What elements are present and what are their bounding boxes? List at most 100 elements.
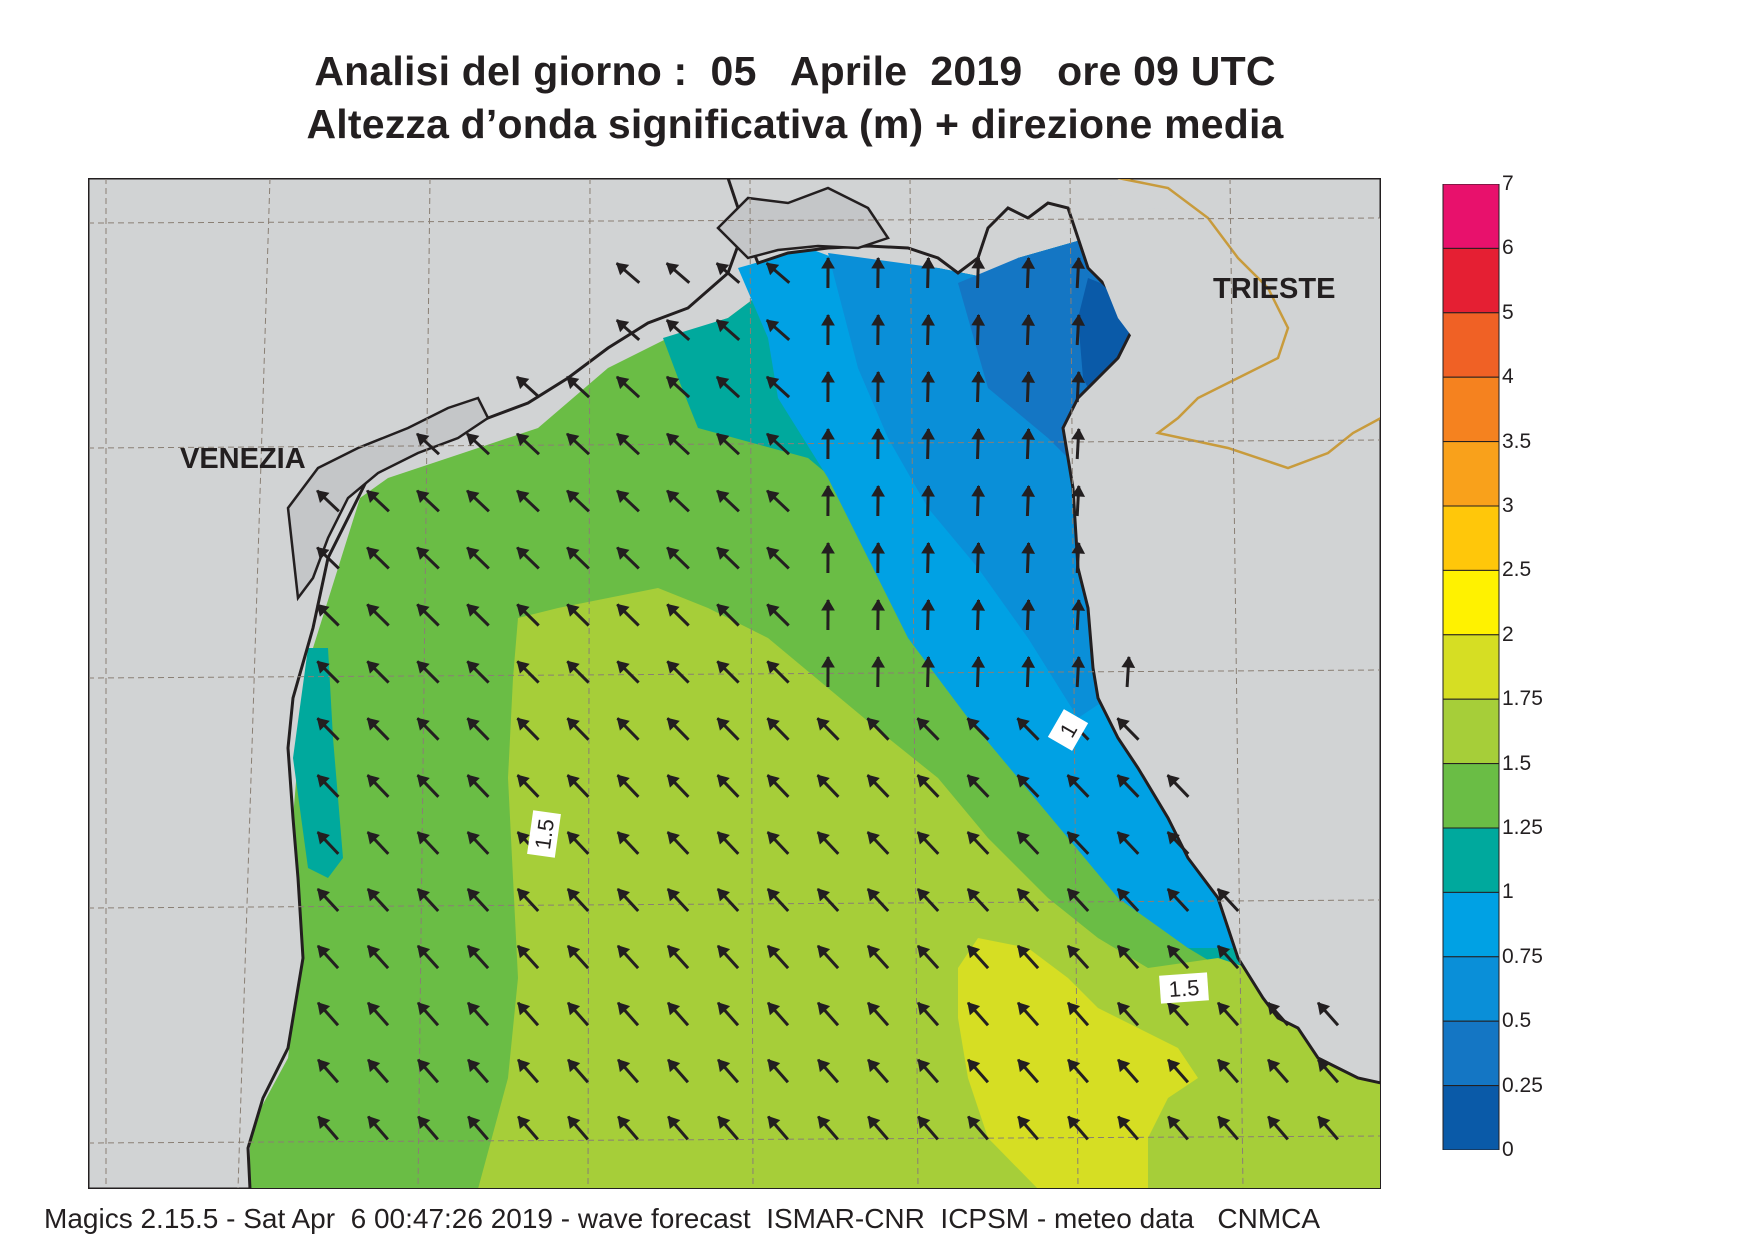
wave-arrow-head [616, 319, 630, 333]
wave-arrow-head [817, 1058, 831, 1073]
wave-arrow-head [1016, 717, 1030, 731]
wave-arrow-head [417, 1058, 431, 1073]
map-frame [88, 178, 1381, 1189]
wave-arrow-head [867, 945, 881, 959]
legend-swatch [1442, 441, 1500, 507]
wave-arrow-head [666, 546, 680, 560]
wave-arrow-head [466, 433, 480, 446]
wave-arrow-head [466, 490, 480, 503]
wave-arrow-head [1071, 371, 1086, 383]
wave-arrow-head [517, 1058, 531, 1073]
wave-arrow-head [467, 1058, 481, 1073]
wave-arrow-head [871, 542, 885, 554]
wave-arrow-head [1066, 774, 1080, 788]
wave-arrow-head [871, 314, 885, 326]
wave-arrow-head [917, 831, 930, 845]
wave-arrow-head [1017, 888, 1030, 902]
wave-arrow-head [716, 546, 730, 560]
wave-arrow-head [1071, 599, 1086, 611]
wave-arrow-head [317, 1115, 331, 1130]
wave-arrow-head [966, 717, 980, 731]
wave-arrow-head [1166, 774, 1180, 788]
wave-arrow-head [817, 888, 830, 902]
wave-arrow-head [466, 717, 480, 731]
wave-arrow-head [417, 1115, 431, 1130]
wave-arrow-head [616, 490, 630, 503]
wave-arrow-head [966, 774, 980, 788]
wave-arrow-head [765, 262, 780, 276]
wave-arrow-head [821, 485, 835, 497]
wave-arrow-head [416, 546, 430, 560]
wave-arrow-head [466, 660, 480, 674]
graticule-line [749, 178, 754, 1189]
wave-arrow-head [917, 945, 931, 959]
contour-label-1.5-east-text: 1.5 [1168, 975, 1200, 1002]
wave-arrow-head [717, 888, 730, 902]
wave-arrow-head [716, 774, 730, 788]
wave-arrow-head [367, 945, 381, 959]
wave-arrow-head [367, 831, 380, 845]
wave-arrow-head [967, 831, 980, 845]
wave-arrow-head [616, 774, 630, 788]
wave-arrow-head [715, 262, 730, 276]
lagoon-islands [286, 396, 490, 602]
wave-arrow-head [717, 1058, 731, 1073]
legend-swatch [1442, 891, 1500, 958]
wave-arrow-head [366, 603, 380, 617]
wave-arrow-head [566, 433, 580, 446]
wave-arrow-head [1117, 945, 1131, 959]
legend-label: 2.5 [1502, 558, 1532, 582]
wave-arrow-head [817, 945, 831, 959]
wave-arrow-head [1267, 1115, 1281, 1130]
contour-label-1.5-west-text: 1.5 [530, 817, 559, 851]
wave-arrow-head [916, 717, 930, 731]
wave-arrow-head [1167, 1115, 1181, 1130]
wave-arrow-head [1071, 542, 1086, 554]
graticule-line [417, 178, 431, 1189]
wave-arrow-head [1071, 314, 1086, 326]
wave-arrow-head [665, 262, 680, 276]
wave-arrow-head [766, 490, 780, 503]
sea-band-1-1.25-west [293, 648, 343, 878]
wave-arrow-head [716, 433, 730, 446]
wave-arrow-head [517, 945, 531, 959]
wave-arrow-head [1267, 1058, 1281, 1073]
wave-arrow-head [367, 1115, 381, 1130]
wave-arrow-head [566, 603, 580, 617]
wave-arrow-head [1021, 542, 1036, 554]
wave-arrow-head [1117, 831, 1130, 845]
wave-arrow-head [767, 831, 780, 845]
wave-arrow-head [716, 717, 730, 731]
wave-arrow-head [917, 1115, 931, 1130]
wave-arrow-head [1117, 1115, 1131, 1130]
wave-arrow-head [517, 888, 530, 902]
wave-arrow-head [367, 888, 380, 902]
wave-arrow-head [1021, 656, 1036, 668]
wave-arrow-head [816, 774, 830, 788]
legend-swatch [1442, 1020, 1500, 1087]
graticule [88, 178, 1381, 1189]
wave-arrow-head [1217, 1058, 1231, 1073]
wave-arrow-head [1021, 371, 1036, 383]
wave-arrow-head [1117, 1058, 1131, 1073]
wave-arrow-head [316, 774, 330, 788]
wave-arrow-head [517, 1115, 531, 1130]
wave-arrow-head [416, 717, 430, 731]
wave-arrow-head [716, 603, 730, 617]
wave-arrow-head [1116, 717, 1130, 731]
wave-arrow-head [667, 1002, 681, 1016]
wave-arrow-head [921, 542, 935, 554]
legend-swatch [1442, 569, 1500, 636]
wave-arrow-head [666, 433, 680, 446]
wave-arrow-head [871, 656, 885, 668]
wave-arrow-head [317, 831, 330, 845]
wave-arrow-head [516, 433, 530, 446]
wave-arrow-head [871, 371, 885, 383]
wave-arrow-head [616, 376, 630, 390]
wave-arrow-head [871, 599, 885, 611]
wave-arrow-head [566, 376, 580, 390]
wave-arrow-head [416, 774, 430, 788]
wave-arrow-head [666, 717, 680, 731]
wave-arrow-head [1116, 774, 1130, 788]
wave-arrow-head [1021, 428, 1036, 440]
